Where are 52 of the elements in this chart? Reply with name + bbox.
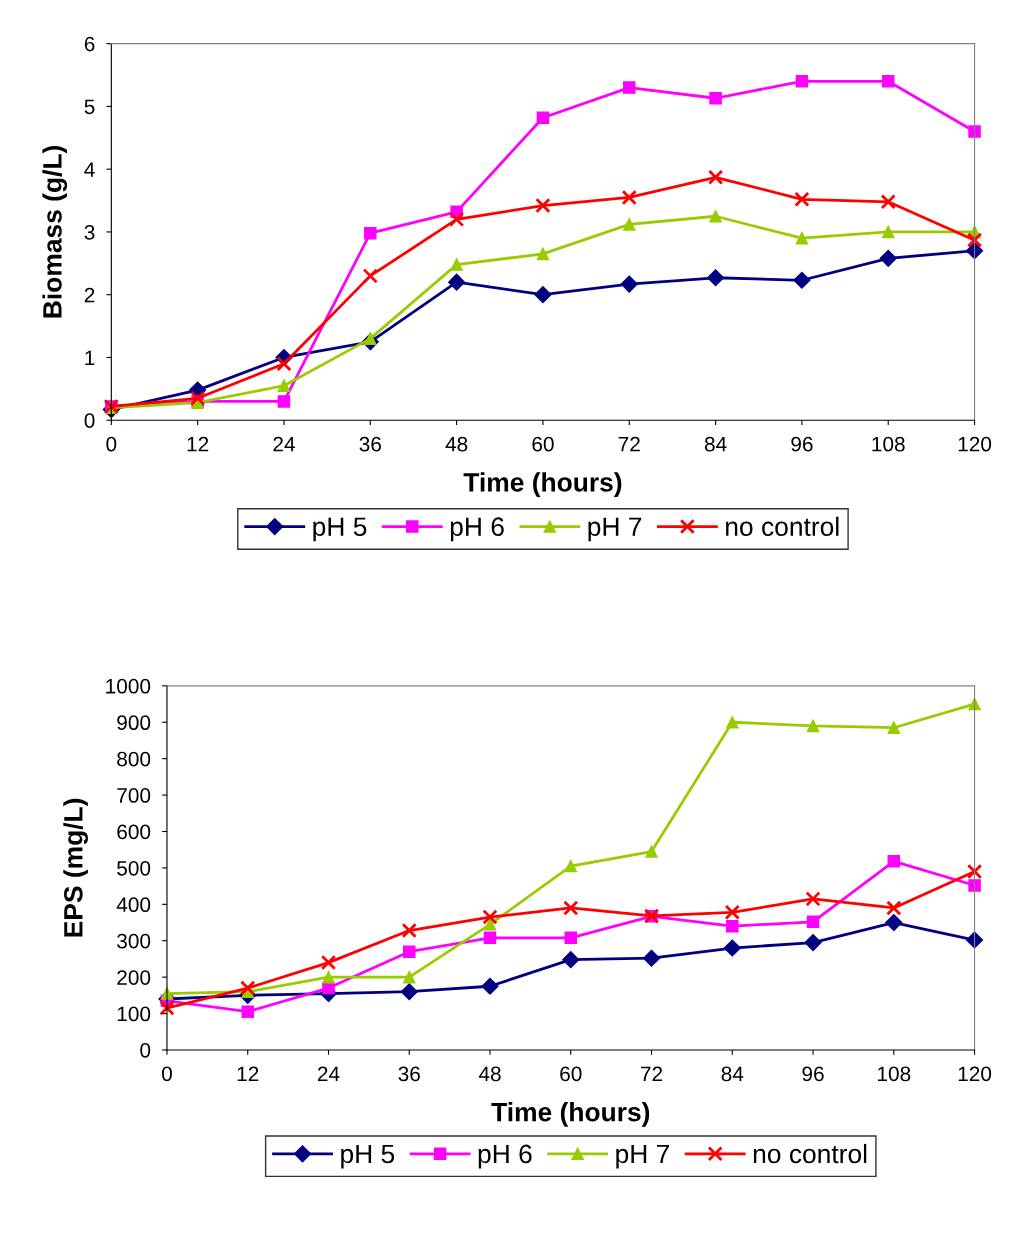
x-tick-label: 108	[872, 436, 905, 452]
x-tick-label: 0	[106, 436, 117, 452]
x-tick-label: 48	[478, 1066, 501, 1082]
x-axis-title: Time (hours)	[463, 472, 622, 497]
x-tick-label: 120	[958, 436, 992, 452]
y-tick-label: 500	[117, 860, 151, 876]
y-tick-label: 900	[117, 715, 151, 731]
legend-label: no control	[753, 1143, 867, 1164]
y-tick-label: 1000	[106, 678, 151, 694]
x-tick-label: 12	[187, 436, 209, 452]
y-tick-label: 700	[117, 788, 151, 803]
x-tick-label: 96	[802, 1066, 824, 1082]
y-tick-label: 0	[140, 1042, 151, 1058]
y-tick-label: 1	[85, 350, 95, 366]
legend-label: pH 6	[450, 517, 504, 542]
x-tick-label: 0	[162, 1066, 172, 1082]
y-axis-title: Biomass (g/L)	[42, 146, 68, 318]
y-tick-label: 5	[84, 99, 95, 115]
legend-label: pH 5	[341, 1144, 395, 1169]
y-tick-label: 600	[117, 824, 151, 840]
y-tick-label: 3	[84, 224, 95, 240]
x-tick-label: 36	[398, 1066, 420, 1082]
y-tick-label: 800	[117, 751, 151, 767]
legend-label: pH 7	[616, 1144, 669, 1169]
x-tick-label: 24	[317, 1066, 340, 1082]
x-tick-label: 60	[532, 436, 554, 452]
x-tick-label: 24	[273, 436, 295, 452]
y-tick-label: 200	[117, 970, 151, 985]
x-tick-label: 84	[704, 436, 727, 452]
x-tick-label: 120	[958, 1066, 992, 1082]
y-tick-label: 400	[116, 897, 151, 913]
x-tick-label: 96	[791, 436, 813, 452]
legend-label: no control	[726, 516, 839, 537]
x-tick-label: 60	[560, 1066, 582, 1082]
y-tick-label: 100	[117, 1006, 151, 1022]
legend-label: pH 7	[588, 517, 642, 542]
x-tick-label: 72	[641, 1066, 663, 1082]
x-tick-label: 36	[359, 436, 381, 452]
y-tick-label: 0	[84, 413, 95, 428]
x-tick-label: 108	[878, 1066, 911, 1082]
y-tick-label: 2	[84, 287, 95, 303]
x-tick-label: 12	[237, 1066, 259, 1082]
x-axis-title: Time (hours)	[491, 1102, 650, 1127]
legend-label: pH 6	[478, 1144, 532, 1169]
x-tick-label: 72	[618, 436, 640, 452]
y-axis-title: EPS (mg/L)	[63, 798, 88, 937]
y-tick-label: 6	[84, 36, 95, 52]
y-tick-label: 300	[117, 933, 151, 949]
x-tick-label: 48	[445, 436, 468, 452]
y-tick-label: 4	[84, 162, 95, 177]
x-tick-label: 84	[721, 1066, 744, 1082]
legend-label: pH 5	[313, 517, 367, 542]
